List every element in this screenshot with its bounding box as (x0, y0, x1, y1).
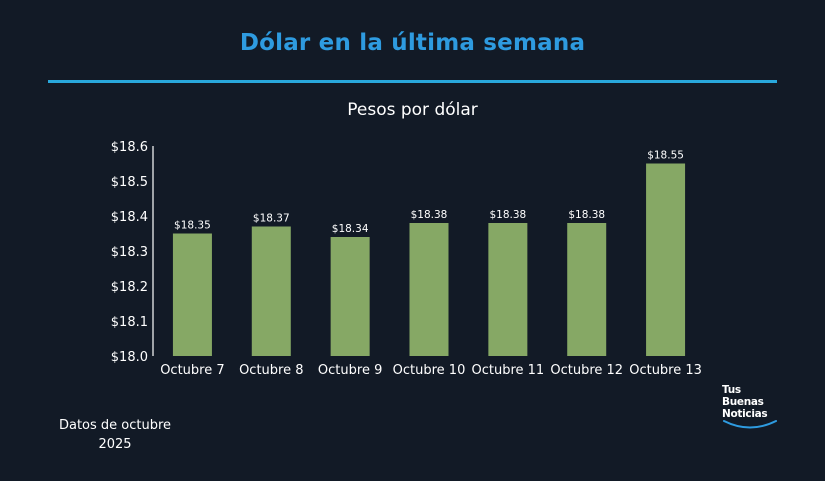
y-tick-label: $18.5 (111, 175, 148, 190)
x-tick-label: Octubre 9 (318, 363, 382, 378)
bar (330, 237, 370, 356)
bar-value-label: $18.35 (174, 220, 211, 232)
bar-value-label: $18.55 (647, 150, 684, 162)
y-tick-label: $18.6 (111, 140, 148, 155)
logo-line-3: Noticias (722, 408, 768, 420)
y-tick-label: $18.0 (111, 350, 148, 365)
y-tick-label: $18.3 (111, 245, 148, 260)
bar-value-label: $18.38 (489, 209, 526, 221)
footnote-line-2: 2025 (98, 437, 132, 452)
bar-value-label: $18.38 (568, 209, 605, 221)
bar-value-label: $18.34 (332, 223, 369, 235)
x-tick-label: Octubre 10 (393, 363, 466, 378)
x-tick-label: Octubre 11 (472, 363, 545, 378)
bar (646, 163, 686, 356)
x-tick-label: Octubre 7 (160, 363, 224, 378)
logo-line-2: Buenas (722, 396, 764, 408)
footnote: Datos de octubre 2025 (40, 416, 190, 454)
bar (409, 223, 449, 356)
chart-subtitle: Pesos por dólar (347, 100, 478, 120)
bar (251, 226, 291, 356)
bar (172, 233, 212, 356)
x-tick-label: Octubre 13 (629, 363, 702, 378)
x-tick-label: Octubre 8 (239, 363, 303, 378)
bar-value-label: $18.37 (253, 213, 290, 225)
footnote-line-1: Datos de octubre (58, 418, 172, 433)
brand-logo: Tus Buenas Noticias (722, 384, 792, 436)
y-tick-label: $18.1 (111, 315, 148, 330)
bar (567, 223, 607, 356)
logo-line-1: Tus (722, 384, 741, 396)
y-tick-label: $18.4 (111, 210, 148, 225)
y-tick-label: $18.2 (111, 280, 148, 295)
bar-value-label: $18.38 (411, 209, 448, 221)
title-divider (48, 80, 777, 83)
logo-smile-arc-icon (723, 420, 777, 429)
x-tick-label: Octubre 12 (550, 363, 623, 378)
bar (488, 223, 528, 356)
page-title: Dólar en la última semana (239, 30, 586, 56)
